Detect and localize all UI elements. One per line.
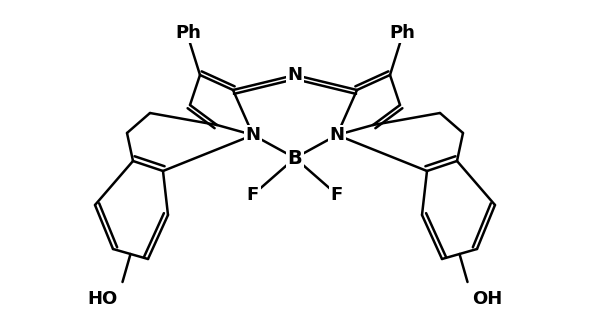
Text: N: N: [329, 126, 345, 144]
Text: B: B: [287, 149, 302, 168]
Text: N: N: [287, 66, 303, 84]
Text: Ph: Ph: [175, 24, 201, 42]
Text: Ph: Ph: [389, 24, 415, 42]
Text: HO: HO: [87, 290, 117, 308]
Text: F: F: [331, 186, 343, 204]
Text: N: N: [245, 126, 261, 144]
Text: F: F: [247, 186, 259, 204]
Text: OH: OH: [473, 290, 503, 308]
